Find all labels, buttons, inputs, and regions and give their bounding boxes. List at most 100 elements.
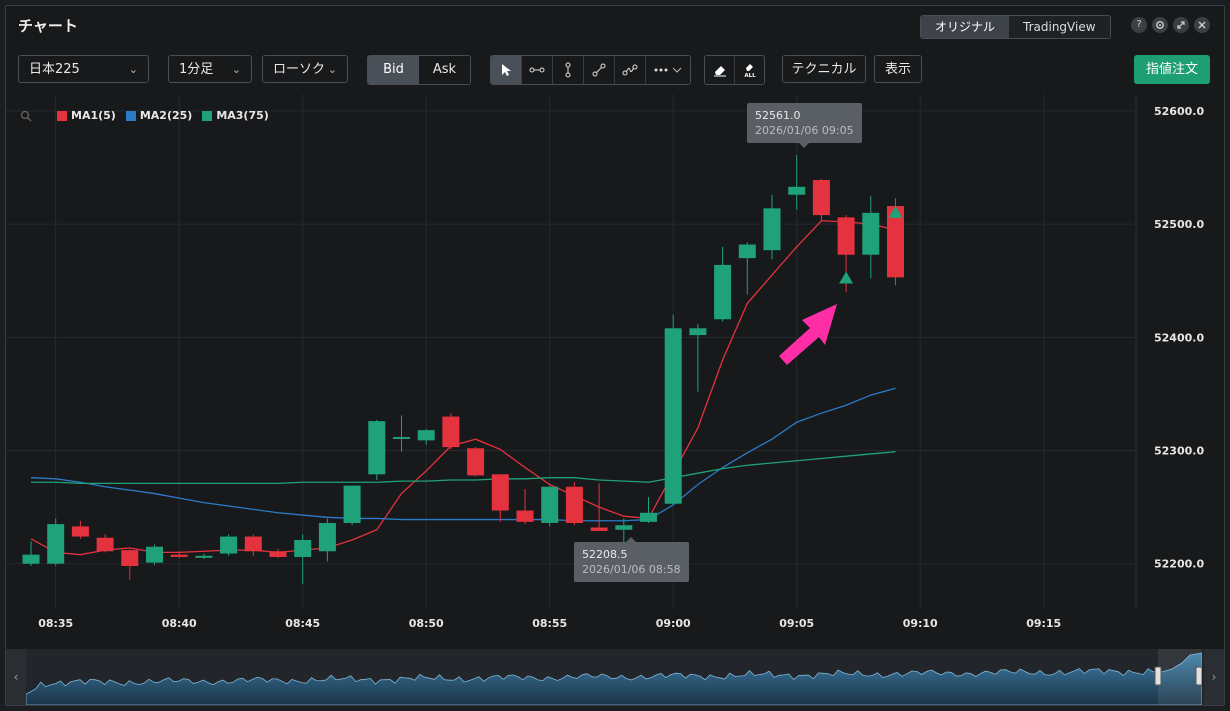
x-tick-label: 08:50: [409, 617, 444, 630]
candle-body: [763, 208, 781, 251]
candle-body: [862, 212, 880, 255]
legend-item-ma3[interactable]: MA3(75): [202, 109, 269, 122]
legend-item-ma1[interactable]: MA1(5): [57, 109, 116, 122]
eraser-group: ALL: [704, 55, 765, 85]
tooltip-price: 52208.5: [582, 548, 628, 561]
display-button[interactable]: 表示: [874, 55, 922, 83]
candle-body: [491, 474, 509, 511]
close-icon[interactable]: [1194, 17, 1210, 33]
trend-line-icon[interactable]: [584, 56, 615, 84]
technical-button[interactable]: テクニカル: [782, 55, 866, 83]
candle-body: [812, 180, 830, 216]
candle-body: [541, 486, 559, 523]
symbol-value: 日本225: [29, 62, 80, 77]
y-tick-label: 52600.0: [1154, 105, 1204, 118]
candle-body: [467, 448, 485, 476]
candle-body: [714, 264, 732, 320]
x-tick-label: 09:00: [656, 617, 691, 630]
search-icon[interactable]: [20, 110, 32, 122]
scroll-right-icon[interactable]: ›: [1204, 649, 1224, 705]
candle-body: [146, 546, 163, 563]
candle-body: [195, 555, 213, 558]
candle-body: [640, 512, 657, 522]
candle-body: [565, 486, 583, 523]
legend-swatch: [202, 110, 213, 121]
tab-tradingview[interactable]: TradingView: [1009, 16, 1110, 38]
chart-type-select[interactable]: ローソク ⌄: [262, 55, 348, 83]
x-tick-label: 08:45: [285, 617, 320, 630]
legend-label: MA1(5): [71, 109, 116, 122]
x-tick-label: 08:35: [38, 617, 73, 630]
navigator-area[interactable]: [26, 649, 1202, 705]
chart-type-value: ローソク: [273, 62, 326, 77]
symbol-select[interactable]: 日本225 ⌄: [18, 55, 149, 83]
legend-label: MA2(25): [139, 109, 193, 122]
candle-body: [837, 217, 855, 255]
x-tick-label: 09:10: [903, 617, 938, 630]
ma-line-3: [31, 451, 896, 485]
annotation-arrow-icon: [779, 304, 837, 365]
eraser-all-icon[interactable]: ALL: [735, 56, 764, 84]
candle-body: [294, 539, 312, 557]
candle-body: [788, 186, 806, 195]
expand-icon[interactable]: [1173, 17, 1189, 33]
more-icon[interactable]: [646, 56, 690, 84]
navigator-handle-right: [1195, 666, 1202, 686]
candle-body: [47, 524, 65, 564]
x-tick-label: 09:15: [1026, 617, 1061, 630]
x-tick-label: 08:55: [532, 617, 567, 630]
limit-order-button[interactable]: 指値注文: [1134, 55, 1210, 84]
legend-swatch: [125, 110, 136, 121]
eraser-icon[interactable]: [705, 56, 735, 84]
candle-body: [71, 526, 89, 537]
eraser-all-label: ALL: [744, 73, 756, 79]
ask-button[interactable]: Ask: [419, 56, 470, 84]
candle-body: [417, 430, 435, 441]
candle-body: [96, 537, 114, 552]
interval-select[interactable]: 1分足 ⌄: [168, 55, 252, 83]
y-tick-label: 52200.0: [1154, 558, 1204, 571]
scroll-left-icon[interactable]: ‹: [6, 649, 26, 705]
buy-marker-icon: [888, 205, 903, 218]
ma-line-2: [30, 387, 896, 522]
help-icon[interactable]: ?: [1131, 17, 1147, 33]
buy-marker-icon: [839, 271, 854, 284]
candle-body: [442, 416, 460, 448]
candle-body: [615, 525, 633, 530]
vertical-line-icon[interactable]: [553, 56, 584, 84]
navigator-series-area: [26, 652, 1202, 705]
horizontal-line-icon[interactable]: [522, 56, 553, 84]
chevron-down-icon: ⌄: [231, 63, 241, 76]
price-chart[interactable]: 52200.0 52300.0 52400.0 52500.0 52600.0 08:35…: [6, 94, 1224, 649]
candle-body: [121, 550, 139, 566]
x-tick-label: 08:40: [162, 617, 197, 630]
candle-body: [664, 328, 682, 504]
bid-ask-switch[interactable]: Bid Ask: [367, 55, 471, 85]
chevron-down-icon: ⌄: [327, 63, 337, 76]
candle-body: [220, 536, 238, 554]
legend-item-ma2[interactable]: MA2(25): [125, 109, 193, 122]
candle-body: [689, 328, 707, 336]
brush-icon[interactable]: [615, 56, 646, 84]
window-title: チャート: [18, 17, 78, 35]
bid-button[interactable]: Bid: [368, 56, 419, 84]
title-bar: チャート オリジナル TradingView ?: [6, 6, 1224, 44]
candle-body: [368, 421, 386, 475]
high-price-tooltip: 52561.0 2026/01/06 09:05: [747, 103, 862, 148]
interval-value: 1分足: [179, 62, 214, 77]
ma-line-1: [30, 220, 896, 556]
tab-original[interactable]: オリジナル: [921, 16, 1010, 38]
tooltip-time: 2026/01/06 09:05: [755, 124, 854, 137]
candle-body: [343, 485, 361, 523]
candle-body: [590, 527, 608, 531]
tooltip-time: 2026/01/06 08:58: [582, 563, 681, 576]
chart-navigator[interactable]: ‹ ›: [6, 649, 1224, 705]
gear-icon[interactable]: [1152, 17, 1168, 33]
view-mode-switch[interactable]: オリジナル TradingView: [920, 15, 1111, 39]
legend-label: MA3(75): [216, 109, 269, 122]
cursor-icon[interactable]: [491, 56, 522, 84]
candle-body: [318, 522, 336, 552]
candle-body: [244, 536, 262, 552]
chevron-down-icon: ⌄: [128, 63, 138, 76]
x-tick-label: 09:05: [779, 617, 814, 630]
